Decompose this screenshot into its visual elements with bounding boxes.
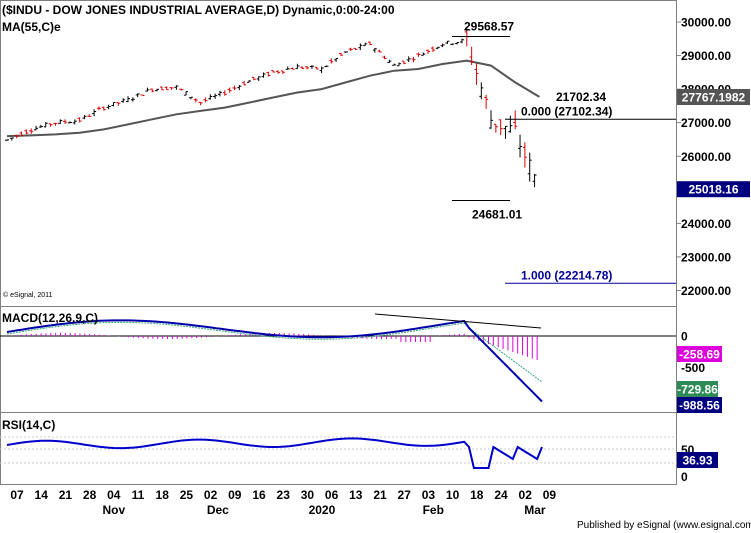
x-day-label: 25 <box>180 488 194 502</box>
macd-signal-tag-bg <box>677 381 718 397</box>
x-axis: 07 14 21 28 04 11 18 25 02 09 16 23 30 06 13 21 27 03 10 18… <box>10 488 556 517</box>
macd-value-tag-bg <box>677 397 722 413</box>
x-month-label: Mar <box>524 503 546 517</box>
x-day-label: 06 <box>325 488 339 502</box>
price-tick-label: 26000.00 <box>681 150 731 164</box>
panel-frames <box>0 0 677 485</box>
ma-value-tag: 27767.1982 <box>682 91 746 105</box>
x-month-label: 2020 <box>309 503 336 517</box>
x-day-label: 07 <box>10 488 24 502</box>
x-day-label: 21 <box>59 488 73 502</box>
price-tick-label: 30000.00 <box>681 16 731 30</box>
rsi-line <box>6 437 543 469</box>
x-day-label: 10 <box>446 488 460 502</box>
macd-tick-0: 0 <box>681 330 688 344</box>
ma-value-tag-bg <box>677 89 750 105</box>
x-day-label: 09 <box>543 488 557 502</box>
x-day-label: 14 <box>35 488 49 502</box>
macd-hist-tag-bg <box>677 346 722 362</box>
macd-legend: MACD(12,26,9,C) <box>2 311 99 325</box>
x-day-label: 18 <box>470 488 484 502</box>
ma-55-line <box>6 59 540 138</box>
rsi-value-tag: 36.93 <box>682 454 712 468</box>
fib1-label: 1.000 (22214.78) <box>521 268 612 282</box>
x-day-label: 18 <box>156 488 170 502</box>
chart-title: ($INDU - DOW JONES INDUSTRIAL AVERAGE,D)… <box>2 3 395 17</box>
x-month-label: Dec <box>207 503 229 517</box>
price-tick-label: 24000.00 <box>681 217 731 231</box>
x-day-label: 30 <box>301 488 315 502</box>
macd-trend-line <box>374 313 542 329</box>
price-tick-label: 27000.00 <box>681 116 731 130</box>
x-day-label: 04 <box>107 488 121 502</box>
x-day-label: 27 <box>398 488 412 502</box>
current-price-tag: 25018.16 <box>688 183 738 197</box>
x-day-label: 24 <box>494 488 508 502</box>
macd-line <box>6 319 543 403</box>
price-annotations: 29568.57 21702.340.000 (27102.34) 24681.01… <box>452 19 750 284</box>
x-day-label: 02 <box>204 488 218 502</box>
x-day-label: 13 <box>349 488 363 502</box>
macd-value-tag: -988.56 <box>679 399 720 413</box>
rsi-tick-0: 0 <box>681 470 688 484</box>
price-axis-ticks: 22000.0023000.0024000.0025000.0026000.00… <box>677 16 731 298</box>
fib0-label: 0.000 (27102.34) <box>521 104 612 118</box>
price-bars <box>5 27 537 188</box>
x-day-label: 09 <box>228 488 242 502</box>
macd-tick-500: -500 <box>681 361 705 375</box>
macd-plot: 0 -500-258.69 -729.86 -988.56 <box>0 313 722 413</box>
ma-legend: MA(55,C)e <box>2 20 61 34</box>
x-day-label: 21 <box>373 488 387 502</box>
x-month-label: Feb <box>423 503 444 517</box>
esignal-copyright: © eSignal, 2011 <box>3 292 53 299</box>
macd-signal-line <box>6 321 543 383</box>
x-day-label: 23 <box>277 488 291 502</box>
x-day-label: 02 <box>519 488 533 502</box>
price-tick-label: 23000.00 <box>681 250 731 264</box>
price-panel-frame <box>0 0 677 307</box>
price-tick-label: 29000.00 <box>681 49 731 63</box>
published-by: Published by eSignal (www.esignal.com) <box>577 520 751 531</box>
x-day-label: 28 <box>83 488 97 502</box>
price-tick-label: 22000.00 <box>681 284 731 298</box>
ma-path <box>6 59 540 138</box>
macd-panel-frame <box>0 306 677 413</box>
macd-hist-tag: -258.69 <box>679 348 720 362</box>
rsi-legend: RSI(14,C) <box>2 418 56 432</box>
level-21702-label: 21702.34 <box>556 90 606 104</box>
x-day-label: 16 <box>252 488 266 502</box>
low-label: 24681.01 <box>472 208 522 222</box>
current-price-tag-bg <box>677 181 750 198</box>
rsi-value-tag-bg <box>677 452 718 468</box>
x-day-label: 03 <box>422 488 436 502</box>
macd-signal-tag: -729.86 <box>677 383 718 397</box>
high-label: 29568.57 <box>464 19 514 33</box>
x-month-label: Nov <box>102 503 125 517</box>
x-day-label: 11 <box>132 488 145 502</box>
